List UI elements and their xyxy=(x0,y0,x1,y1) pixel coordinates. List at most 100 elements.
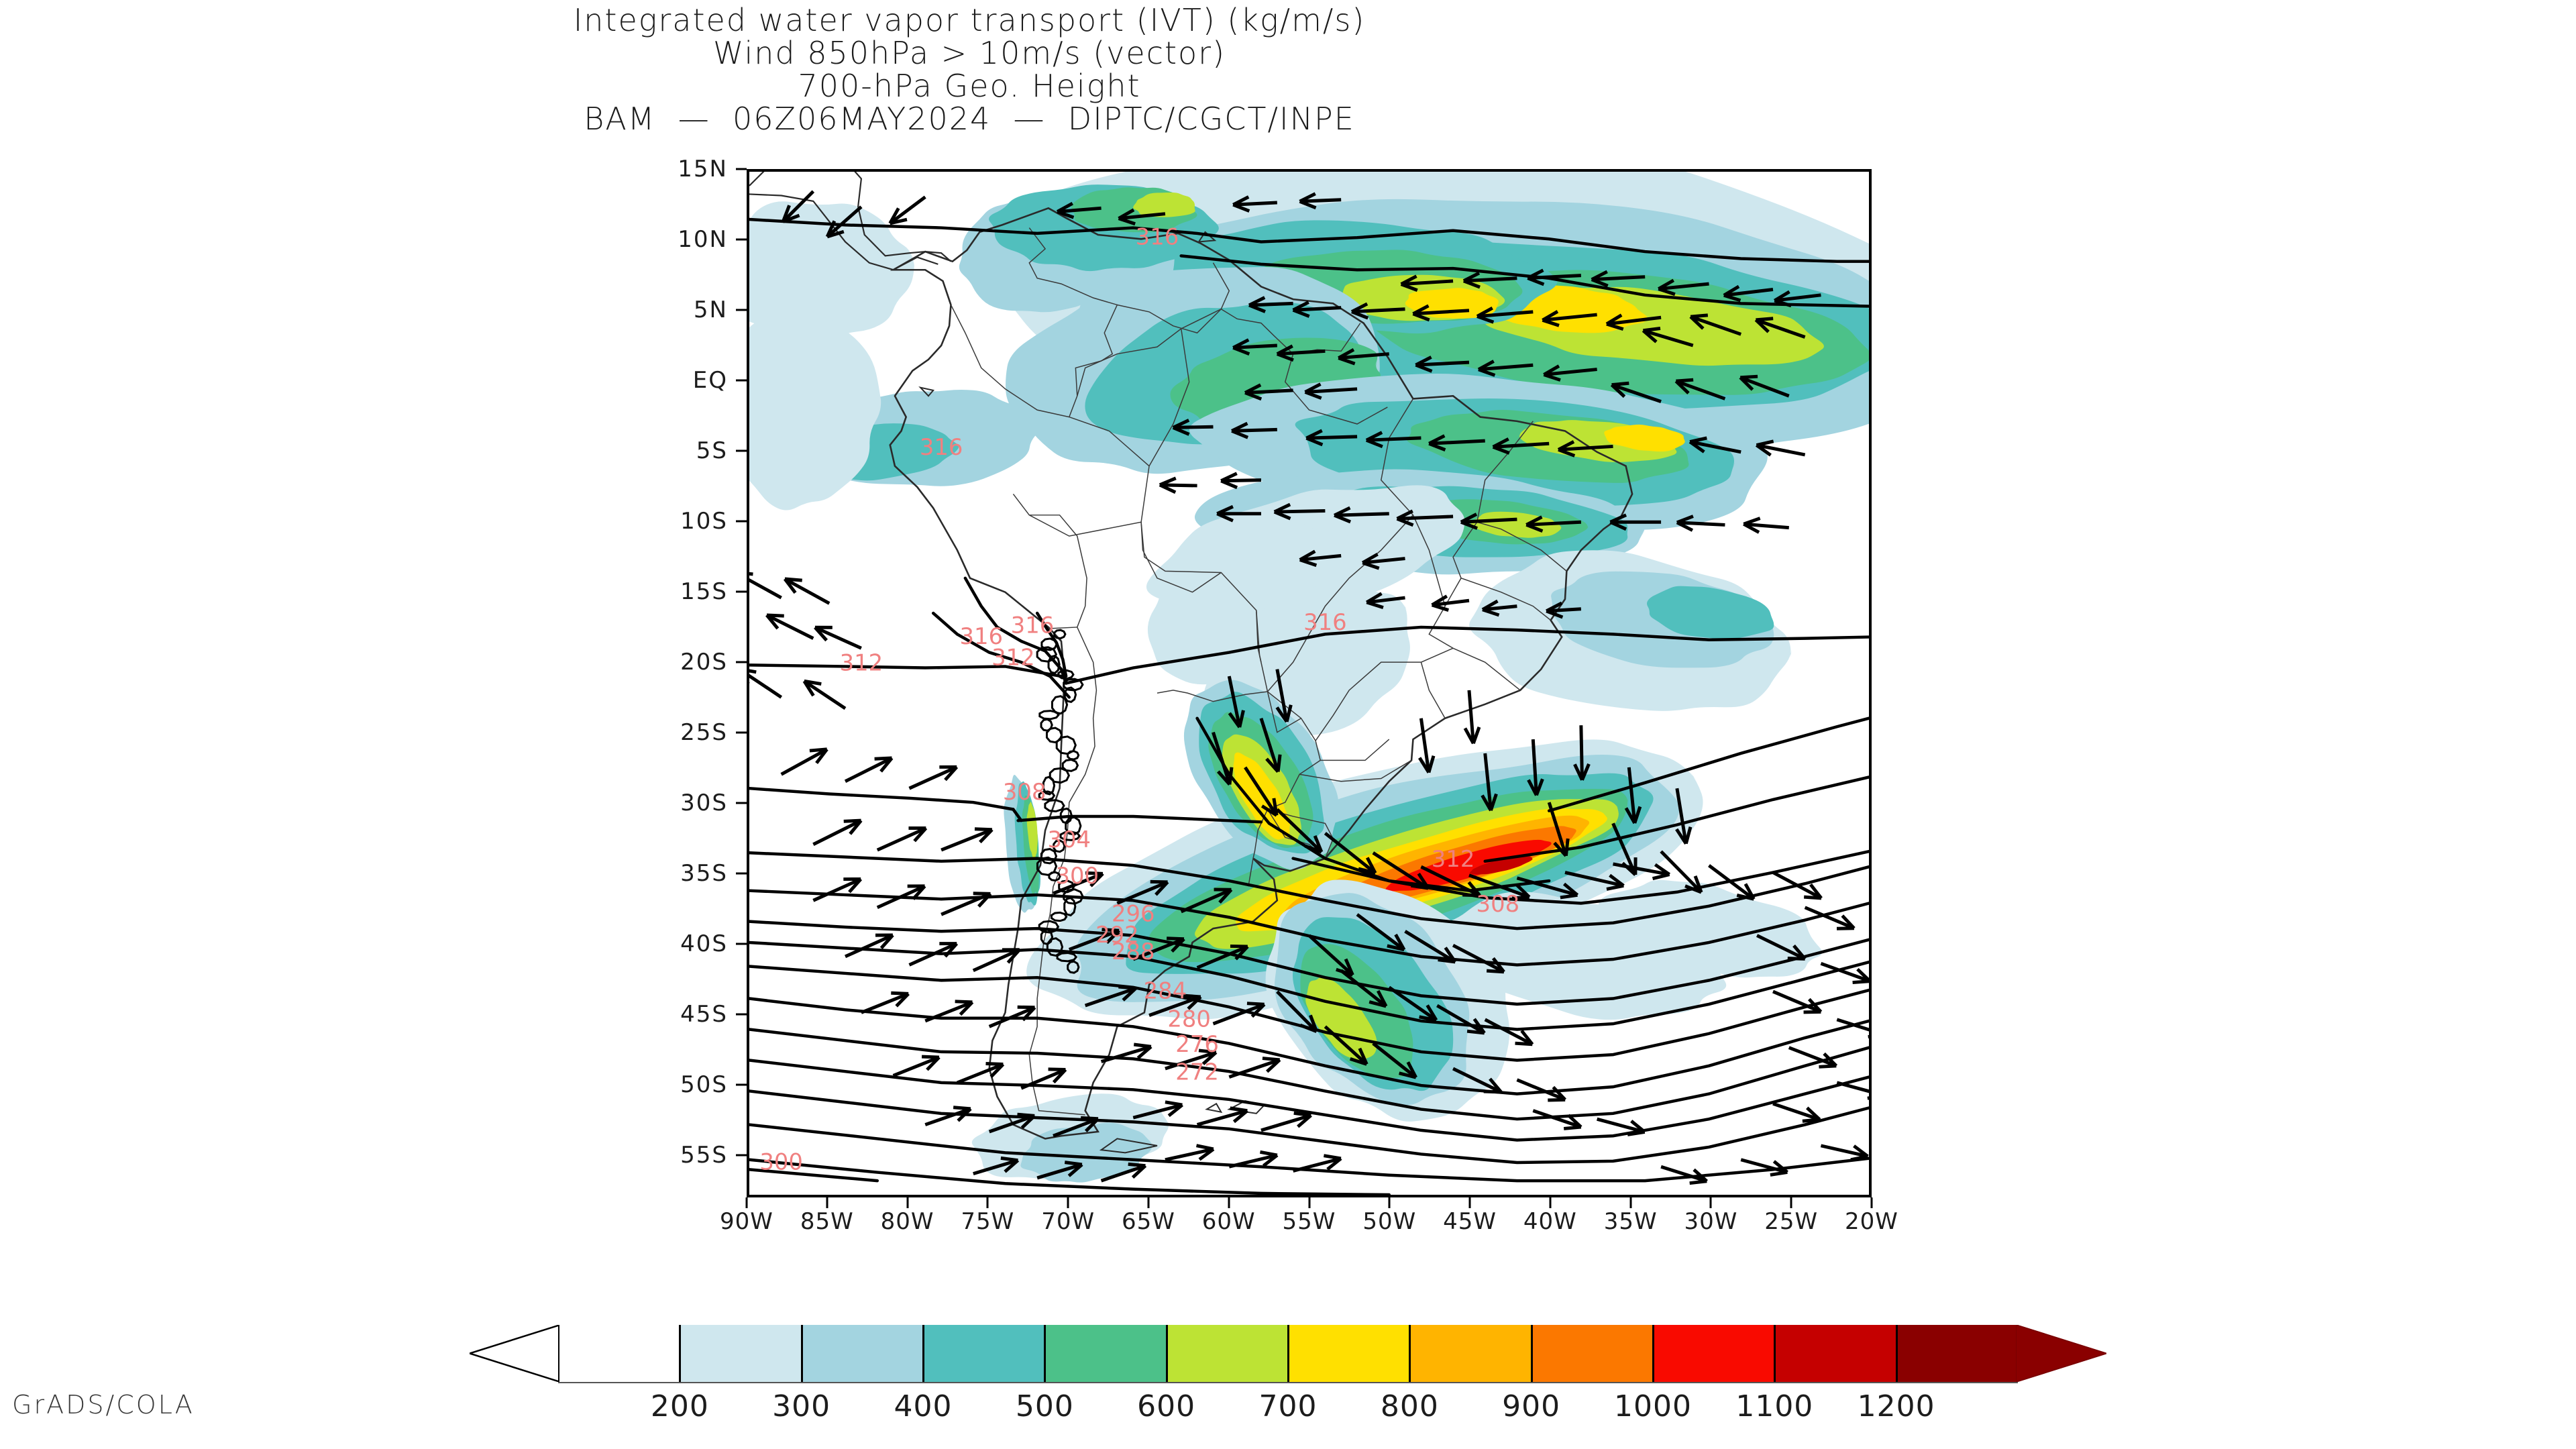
wind-vector-arrow xyxy=(1755,439,1806,457)
wind-vector-arrow xyxy=(749,572,782,600)
wind-vector-arrow xyxy=(1020,1067,1067,1090)
wind-vector-arrow xyxy=(1660,850,1703,894)
latitude-tick-label: 45S xyxy=(680,1001,728,1028)
wind-vector-arrow xyxy=(1244,383,1293,401)
wind-vector-arrow xyxy=(1804,906,1856,930)
wind-vector-arrow xyxy=(1118,208,1166,226)
longitude-tick-mark xyxy=(1228,1197,1230,1208)
wind-vector-arrow xyxy=(812,818,863,846)
colorbar-swatch[interactable] xyxy=(558,1325,680,1382)
andes-contour-loop xyxy=(1038,790,1056,801)
wind-vector-arrow xyxy=(1116,879,1169,905)
wind-vector-arrow xyxy=(812,877,863,902)
wind-vector-arrow xyxy=(1334,506,1389,524)
wind-vector-arrow xyxy=(1273,502,1326,521)
wind-vector-arrow xyxy=(1527,268,1581,286)
geopotential-height-contour xyxy=(749,663,1063,678)
wind-vector-arrow xyxy=(1642,327,1694,347)
political-border xyxy=(1256,610,1262,663)
wind-vector-arrow xyxy=(1304,382,1358,400)
wind-vector-arrow xyxy=(1100,1042,1152,1063)
geopotential-height-contour xyxy=(749,1158,1391,1195)
ivt-colorbar[interactable]: 200 300 400 500 600 700 800 900 1000 1100 1200 xyxy=(470,1325,2106,1424)
wind-vector-arrow xyxy=(1676,515,1725,532)
andes-contour-loop xyxy=(1057,669,1075,680)
colorbar-swatch[interactable] xyxy=(1896,1325,2018,1382)
wind-vector-arrow xyxy=(1396,509,1454,527)
political-border xyxy=(1315,661,1421,741)
island-coastline xyxy=(1099,1138,1158,1154)
wind-vector-arrow xyxy=(1227,676,1245,729)
wind-vector-arrow xyxy=(1276,990,1318,1033)
political-border xyxy=(1077,309,1222,396)
ivt-contour-fill-band xyxy=(1405,288,1499,319)
longitude-tick-label: 25W xyxy=(1764,1208,1819,1235)
wind-vector-arrow xyxy=(1259,717,1282,773)
colorbar-swatch[interactable] xyxy=(801,1325,923,1382)
wind-vector-arrow xyxy=(1165,1049,1218,1071)
wind-vector-arrow xyxy=(1212,1002,1266,1026)
contour-height-label: 288 xyxy=(1112,938,1155,965)
wind-vector-arrow xyxy=(1525,515,1581,533)
colorbar-swatch[interactable] xyxy=(923,1325,1045,1382)
wind-vector-arrow xyxy=(765,613,814,640)
latitude-tick-label: 10S xyxy=(680,508,728,535)
wind-vector-arrow xyxy=(1624,767,1642,824)
wind-vector-arrow xyxy=(1658,278,1709,297)
longitude-tick-mark xyxy=(1067,1197,1069,1208)
latitude-tick-label: 35S xyxy=(680,860,728,887)
political-border xyxy=(1140,328,1190,523)
wind-vector-arrow xyxy=(1468,873,1531,900)
colorbar-swatch[interactable] xyxy=(1044,1325,1167,1382)
contour-height-label: 316 xyxy=(1011,612,1055,638)
wind-vector-arrow xyxy=(1338,348,1389,366)
colorbar-swatch[interactable] xyxy=(1531,1325,1653,1382)
wind-vector-arrow xyxy=(1591,270,1646,288)
wind-vector-arrow xyxy=(1400,274,1454,292)
contour-height-label: 308 xyxy=(1477,891,1520,917)
colorbar-swatch[interactable] xyxy=(680,1325,802,1382)
wind-vector-arrow xyxy=(1543,364,1597,382)
wind-vector-arrow xyxy=(1220,472,1261,490)
colorbar-swatch[interactable] xyxy=(1653,1325,1775,1382)
wind-vector-arrow xyxy=(924,1106,972,1126)
wind-vector-arrow xyxy=(1836,1081,1869,1100)
colorbar-swatch[interactable] xyxy=(1166,1325,1288,1382)
colorbar-tick-label: 1200 xyxy=(1857,1389,1935,1424)
latitude-tick-mark xyxy=(736,1083,747,1086)
wind-vector-arrow xyxy=(1610,381,1662,403)
island-coastline xyxy=(1205,1102,1223,1114)
colorbar-swatch[interactable] xyxy=(1774,1325,1896,1382)
contour-height-label: 296 xyxy=(1112,901,1155,927)
colorbar-tick-label: 900 xyxy=(1502,1389,1561,1424)
andes-contour-loop xyxy=(1067,750,1080,761)
latitude-tick-mark xyxy=(736,731,747,734)
wind-vector-arrow xyxy=(1546,601,1582,619)
wind-vector-arrow xyxy=(876,884,926,910)
colorbar-high-extend-arrow xyxy=(2016,1325,2106,1382)
colorbar-swatch[interactable] xyxy=(1409,1325,1532,1382)
political-border xyxy=(1048,627,1077,629)
colorbar-swatch[interactable] xyxy=(1288,1325,1410,1382)
colorbar-tick-label: 200 xyxy=(650,1389,709,1424)
political-border xyxy=(1029,515,1087,628)
wind-vector-arrow xyxy=(973,1156,1020,1176)
wind-vector-arrow xyxy=(1172,419,1214,436)
wind-vector-arrow xyxy=(1276,344,1326,362)
wind-vector-arrow xyxy=(1772,989,1823,1014)
latitude-tick-mark xyxy=(736,520,747,523)
wind-vector-arrow xyxy=(1231,421,1277,439)
wind-vector-arrow xyxy=(1660,1165,1709,1185)
andes-contour-loop xyxy=(1038,920,1060,934)
geopotential-height-contour xyxy=(749,965,1869,1062)
contour-height-label: 280 xyxy=(1167,1006,1211,1032)
map-plot-area: 316 316 316 316 316 312 312 312 308 308 304 300 300 2… xyxy=(747,169,1872,1197)
andes-contour-loop xyxy=(1049,767,1071,784)
latitude-tick-mark xyxy=(736,379,747,382)
latitude-tick-mark xyxy=(736,943,747,945)
wind-vector-arrow xyxy=(1609,513,1662,531)
geopotential-height-contour xyxy=(1547,716,1869,812)
island-coastline xyxy=(918,386,935,397)
latitude-tick-label: 40S xyxy=(680,930,728,957)
